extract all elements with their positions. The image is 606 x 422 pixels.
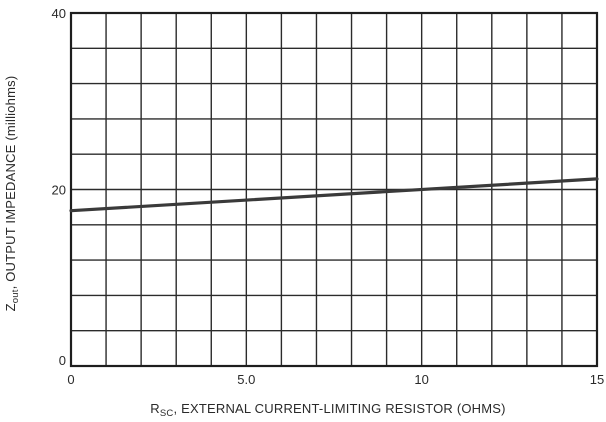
x-axis-label-prefix: R bbox=[150, 401, 160, 416]
y-tick-label: 0 bbox=[59, 353, 66, 368]
y-tick-label: 20 bbox=[52, 183, 66, 198]
x-tick-label: 10 bbox=[414, 372, 428, 387]
x-tick-label: 15 bbox=[590, 372, 604, 387]
series-group bbox=[69, 177, 599, 213]
x-tick-label: 0 bbox=[67, 372, 74, 387]
y-tick-labels: 0 20 40 bbox=[52, 6, 66, 368]
y-axis-label-text: , OUTPUT IMPEDANCE (milliohms) bbox=[3, 76, 18, 290]
x-tick-labels: 0 5.0 10 15 bbox=[67, 372, 604, 387]
x-tick-label: 5.0 bbox=[237, 372, 255, 387]
series-line-1 bbox=[69, 177, 599, 213]
x-axis-label-subscript: SC bbox=[160, 408, 174, 419]
x-axis-label: RSC, EXTERNAL CURRENT-LIMITING RESISTOR … bbox=[150, 401, 505, 419]
y-tick-label: 40 bbox=[52, 6, 66, 21]
y-axis-label: Zout, OUTPUT IMPEDANCE (milliohms) bbox=[3, 76, 21, 312]
plot-frame bbox=[69, 11, 599, 368]
x-axis-label-text: , EXTERNAL CURRENT-LIMITING RESISTOR (OH… bbox=[174, 401, 506, 416]
y-axis-label-subscript: out bbox=[10, 289, 21, 303]
y-axis-label-prefix: Z bbox=[3, 303, 18, 311]
plot-grid bbox=[71, 13, 597, 366]
